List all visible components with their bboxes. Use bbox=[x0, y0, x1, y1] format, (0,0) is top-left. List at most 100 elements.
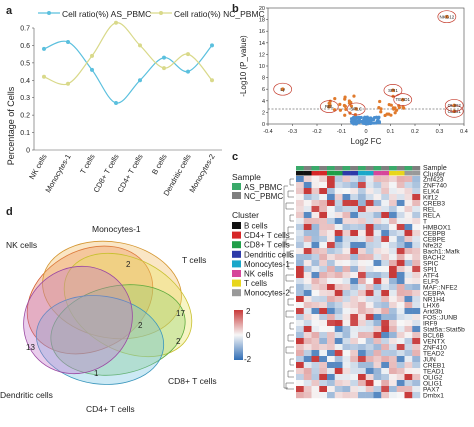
heatmap-cell bbox=[311, 218, 320, 225]
x-tick-label: 0.2 bbox=[411, 129, 419, 135]
heatmap-cell bbox=[358, 320, 366, 327]
heatmap-cell bbox=[334, 368, 343, 375]
point-sig bbox=[379, 110, 383, 114]
heatmap-cell bbox=[311, 308, 320, 315]
heatmap-cell bbox=[373, 350, 382, 357]
heatmap-cell bbox=[396, 320, 405, 327]
venn-count: 1 bbox=[94, 369, 99, 378]
heatmap-cell bbox=[404, 260, 413, 267]
point-sig bbox=[338, 108, 343, 112]
heatmap-cell bbox=[327, 266, 335, 273]
heatmap-cell bbox=[303, 308, 312, 315]
cluster-swatch bbox=[232, 260, 241, 268]
heatmap-cell bbox=[373, 338, 382, 345]
heatmap-cell bbox=[404, 236, 413, 243]
heatmap-cell bbox=[373, 266, 382, 273]
heatmap-cell bbox=[319, 242, 328, 249]
point-sig bbox=[392, 107, 396, 111]
highlight-circle bbox=[393, 93, 413, 106]
heatmap-cell bbox=[311, 356, 320, 363]
heatmap-cell bbox=[412, 176, 421, 183]
heatmap-cell bbox=[319, 308, 328, 315]
point-nonsig bbox=[362, 119, 366, 123]
heatmap-cell bbox=[319, 392, 328, 399]
heatmap-cell bbox=[342, 302, 351, 309]
heatmap-cell bbox=[412, 386, 421, 393]
heatmap-cell bbox=[303, 272, 312, 279]
heatmap-cell bbox=[327, 194, 335, 201]
heatmap-cell bbox=[350, 344, 359, 351]
heatmap-cell bbox=[319, 260, 328, 267]
heatmap-cell bbox=[381, 332, 390, 339]
heatmap-cell bbox=[342, 224, 351, 231]
heatmap-cell bbox=[311, 272, 320, 279]
row-label: Bach1::Mafk bbox=[423, 248, 460, 255]
heatmap-cell bbox=[334, 308, 343, 315]
heatmap-cell bbox=[311, 248, 320, 255]
cluster-swatch bbox=[232, 279, 241, 287]
heatmap-cell bbox=[334, 182, 343, 189]
heatmap-cell bbox=[389, 314, 397, 321]
heatmap-cell bbox=[327, 254, 335, 261]
heatmap-cell bbox=[342, 368, 351, 375]
heatmap-cell bbox=[412, 248, 421, 255]
heatmap-cell bbox=[303, 368, 312, 375]
heatmap-cell bbox=[296, 320, 304, 327]
heatmap-cell bbox=[412, 338, 421, 345]
highlight-circle bbox=[383, 84, 403, 97]
heatmap-cell bbox=[319, 206, 328, 213]
heatmap-cell bbox=[334, 284, 343, 291]
heatmap-cell bbox=[412, 242, 421, 249]
point-sig bbox=[377, 106, 381, 110]
heatmap-cell bbox=[350, 392, 359, 399]
x-axis-label: Log2 FC bbox=[351, 137, 382, 146]
heatmap-cell bbox=[396, 284, 405, 291]
heatmap-cell bbox=[365, 212, 374, 219]
point-nonsig bbox=[365, 115, 369, 119]
row-label: ZNF740 bbox=[423, 182, 447, 189]
heatmap-cell bbox=[389, 392, 397, 399]
point-label: NKG12 bbox=[439, 14, 454, 19]
point-sig bbox=[332, 108, 337, 112]
heatmap-cell bbox=[311, 212, 320, 219]
heatmap-cell bbox=[342, 338, 351, 345]
heatmap-cell bbox=[311, 344, 320, 351]
heatmap-cell bbox=[303, 278, 312, 285]
data-point bbox=[162, 66, 166, 71]
heatmap-cell bbox=[412, 374, 421, 381]
heatmap-cell bbox=[373, 236, 382, 243]
heatmap-cell bbox=[334, 224, 343, 231]
data-point bbox=[114, 20, 118, 25]
cluster-annotation-cell bbox=[373, 171, 382, 176]
heatmap-cell bbox=[365, 248, 374, 255]
heatmap-cell bbox=[311, 350, 320, 357]
heatmap-cell bbox=[404, 176, 413, 183]
heatmap-cell bbox=[412, 320, 421, 327]
heatmap-cell bbox=[396, 182, 405, 189]
heatmap-cell bbox=[389, 302, 397, 309]
x-tick-label: 0 bbox=[364, 129, 367, 135]
heatmap-cell bbox=[350, 278, 359, 285]
heatmap-cell bbox=[365, 362, 374, 369]
heatmap-cell bbox=[342, 356, 351, 363]
heatmap-cell bbox=[334, 248, 343, 255]
heatmap-cell bbox=[404, 230, 413, 237]
heatmap-cell bbox=[334, 236, 343, 243]
heatmap-cell bbox=[334, 344, 343, 351]
sample-annotation-cell bbox=[342, 166, 351, 171]
heatmap-cell bbox=[342, 176, 351, 183]
heatmap-cell bbox=[334, 374, 343, 381]
heatmap-cell bbox=[311, 296, 320, 303]
heatmap-cell bbox=[311, 254, 320, 261]
heatmap-cell bbox=[404, 374, 413, 381]
row-label: REL bbox=[423, 206, 436, 213]
heatmap-cell bbox=[342, 236, 351, 243]
heatmap-cell bbox=[303, 218, 312, 225]
sample-annotation-cell bbox=[396, 166, 405, 171]
heatmap-cell bbox=[311, 314, 320, 321]
heatmap-cell bbox=[358, 176, 366, 183]
x-tick-label: Monocytes-1 bbox=[43, 153, 72, 195]
sample-legend-title: Sample bbox=[232, 172, 261, 182]
heatmap-cell bbox=[381, 362, 390, 369]
heatmap-cell bbox=[296, 326, 304, 333]
